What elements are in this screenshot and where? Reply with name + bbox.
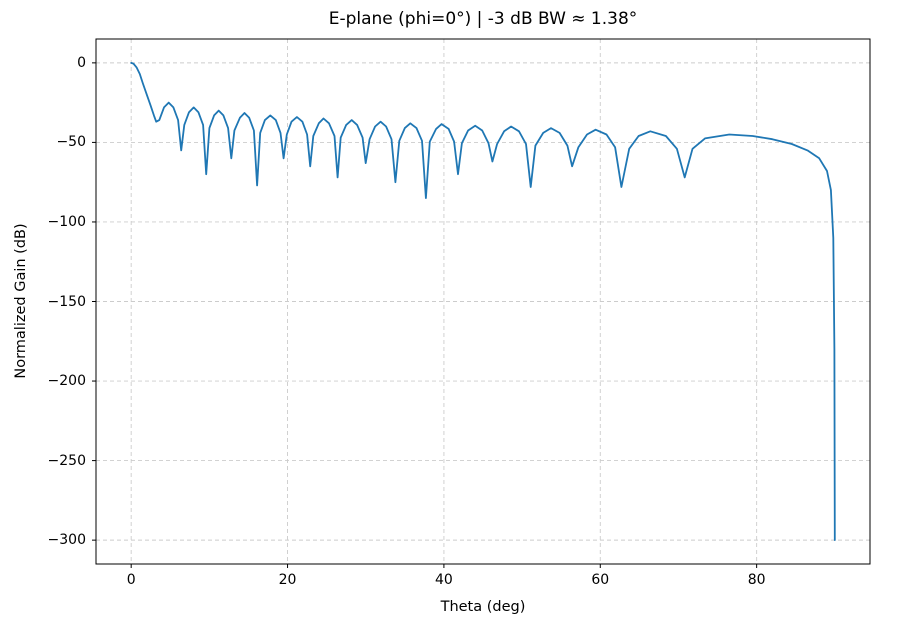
x-tick-label: 0 xyxy=(126,572,136,588)
y-tick-label: 0 xyxy=(77,54,86,71)
y-tick-label: −200 xyxy=(47,373,86,390)
y-tick-label: −300 xyxy=(47,532,86,549)
x-tick-label: 40 xyxy=(434,572,453,588)
y-tick-label: −150 xyxy=(47,293,86,310)
x-axis-label: Theta (deg) xyxy=(440,599,526,615)
x-tick-label: 80 xyxy=(747,572,766,588)
gain-curve xyxy=(130,62,836,541)
y-tick-label: −50 xyxy=(56,134,86,151)
x-tick-label: 60 xyxy=(591,572,610,588)
y-tick-label: −250 xyxy=(47,452,86,469)
y-tick-label: −100 xyxy=(47,213,86,230)
chart-title: E-plane (phi=0°) | -3 dB BW ≈ 1.38° xyxy=(328,9,638,29)
x-tick-label: 20 xyxy=(278,572,297,588)
